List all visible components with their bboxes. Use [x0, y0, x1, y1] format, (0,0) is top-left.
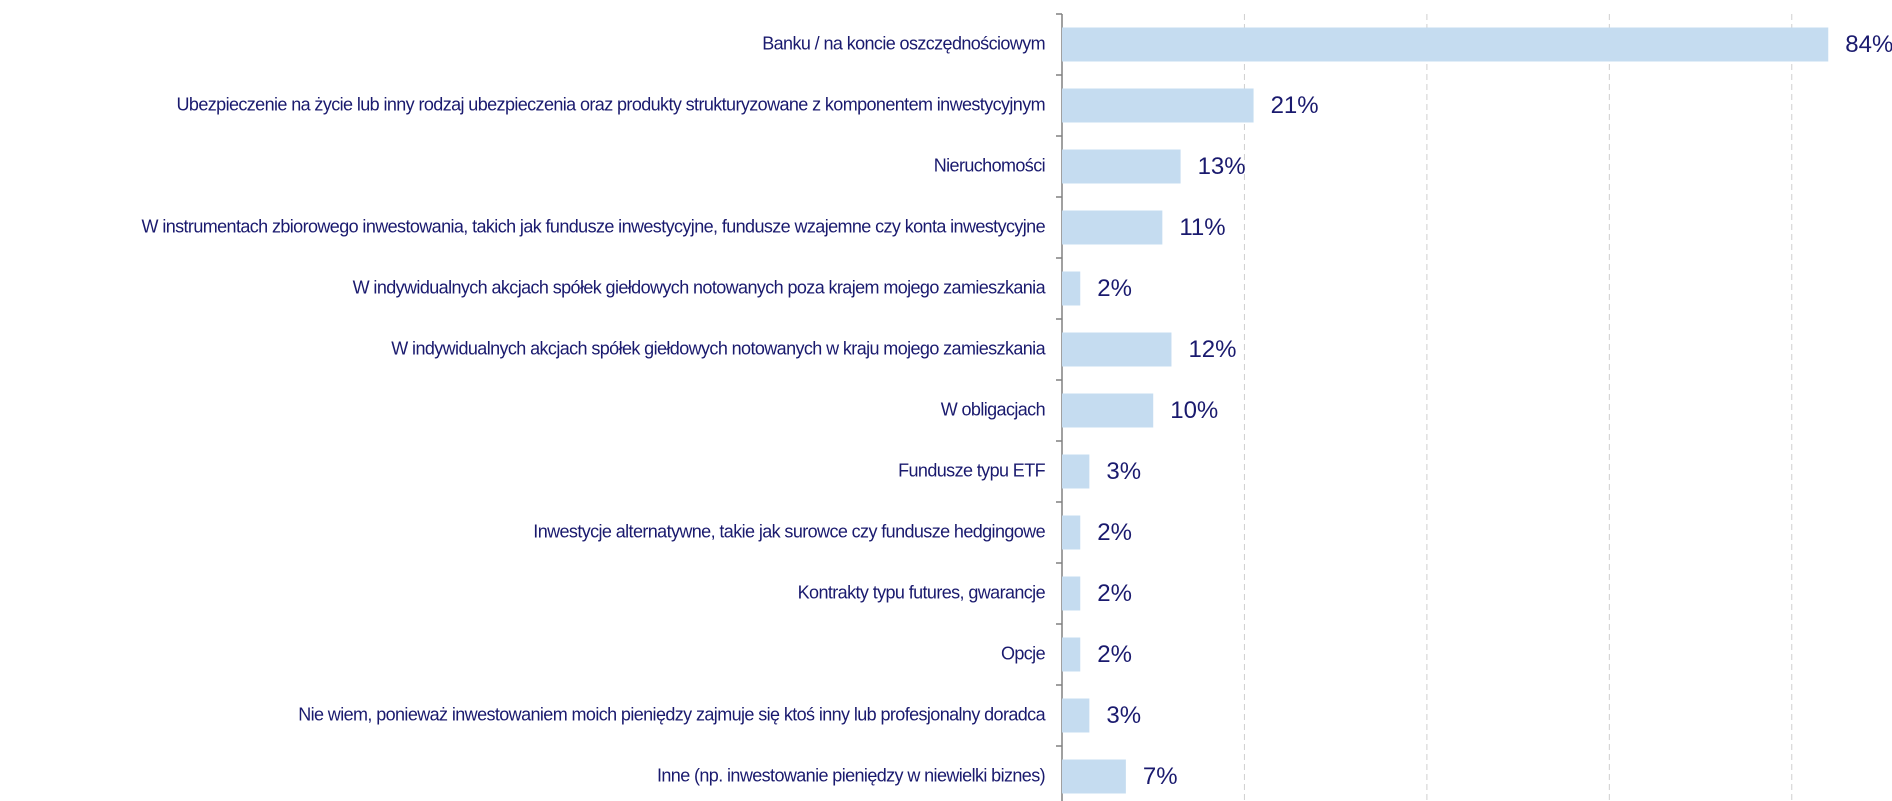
bar — [1062, 27, 1829, 62]
value-label: 2% — [1097, 275, 1132, 302]
value-label: 13% — [1198, 153, 1246, 180]
value-label: 2% — [1097, 641, 1132, 668]
value-label: 3% — [1106, 458, 1141, 485]
category-label: Nie wiem, ponieważ inwestowaniem moich p… — [298, 704, 1046, 724]
bar — [1062, 637, 1081, 672]
value-label: 10% — [1170, 397, 1218, 424]
value-label: 11% — [1179, 214, 1225, 241]
bar — [1062, 454, 1090, 489]
bar — [1062, 576, 1081, 611]
category-label: Kontrakty typu futures, gwarancje — [798, 582, 1046, 602]
bar — [1062, 759, 1126, 794]
category-label: W obligacjach — [941, 399, 1045, 419]
bar — [1062, 210, 1163, 245]
category-label: Inne (np. inwestowanie pieniędzy w niewi… — [657, 765, 1045, 785]
bar — [1062, 332, 1172, 367]
bar — [1062, 88, 1254, 123]
value-label: 12% — [1188, 336, 1236, 363]
bar — [1062, 149, 1181, 184]
category-label: Nieruchomości — [934, 155, 1045, 175]
value-label: 3% — [1106, 702, 1141, 729]
value-label: 2% — [1097, 519, 1132, 546]
category-label: Fundusze typu ETF — [898, 460, 1045, 480]
value-label: 2% — [1097, 580, 1132, 607]
category-label: W instrumentach zbiorowego inwestowania,… — [142, 216, 1046, 236]
category-label: Ubezpieczenie na życie lub inny rodzaj u… — [177, 94, 1045, 114]
bar — [1062, 515, 1081, 550]
value-label: 84% — [1845, 31, 1892, 58]
value-label: 7% — [1143, 763, 1178, 790]
bar — [1062, 393, 1154, 428]
category-label: Opcje — [1001, 643, 1046, 663]
category-label: W indywidualnych akcjach spółek giełdowy… — [353, 277, 1047, 297]
bar — [1062, 271, 1081, 306]
bar — [1062, 698, 1090, 733]
value-label: 21% — [1271, 92, 1319, 119]
category-label: W indywidualnych akcjach spółek giełdowy… — [391, 338, 1046, 358]
category-label: Inwestycje alternatywne, takie jak surow… — [533, 521, 1045, 541]
category-label: Banku / na koncie oszczędnościowym — [762, 33, 1045, 53]
